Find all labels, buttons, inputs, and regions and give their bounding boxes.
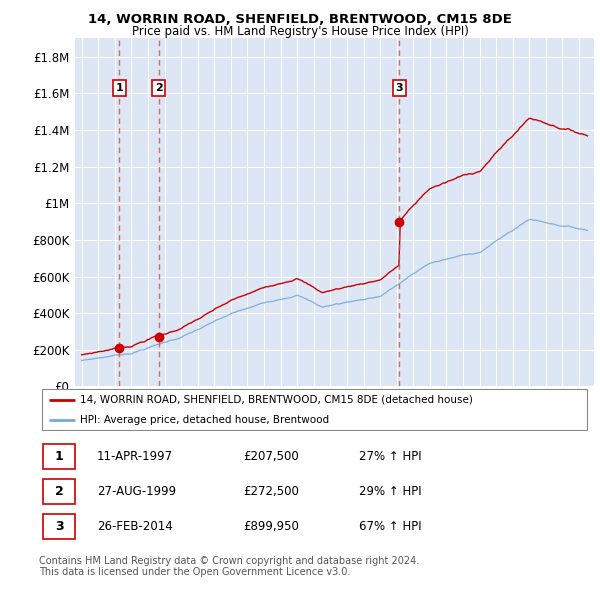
Text: 14, WORRIN ROAD, SHENFIELD, BRENTWOOD, CM15 8DE: 14, WORRIN ROAD, SHENFIELD, BRENTWOOD, C… (88, 13, 512, 26)
Text: HPI: Average price, detached house, Brentwood: HPI: Average price, detached house, Bren… (80, 415, 329, 425)
Text: 3: 3 (55, 520, 64, 533)
Text: 27% ↑ HPI: 27% ↑ HPI (359, 450, 422, 463)
Text: Contains HM Land Registry data © Crown copyright and database right 2024.
This d: Contains HM Land Registry data © Crown c… (39, 556, 419, 578)
Text: 2: 2 (155, 83, 163, 93)
FancyBboxPatch shape (43, 444, 76, 469)
Text: 1: 1 (55, 450, 64, 463)
Text: 14, WORRIN ROAD, SHENFIELD, BRENTWOOD, CM15 8DE (detached house): 14, WORRIN ROAD, SHENFIELD, BRENTWOOD, C… (80, 395, 473, 405)
Text: 3: 3 (395, 83, 403, 93)
Text: 1: 1 (116, 83, 124, 93)
Text: 27-AUG-1999: 27-AUG-1999 (97, 484, 176, 498)
Text: £207,500: £207,500 (243, 450, 299, 463)
Text: 2: 2 (55, 484, 64, 498)
FancyBboxPatch shape (42, 389, 587, 430)
Text: 11-APR-1997: 11-APR-1997 (97, 450, 173, 463)
Text: £272,500: £272,500 (243, 484, 299, 498)
FancyBboxPatch shape (43, 514, 76, 539)
Text: 26-FEB-2014: 26-FEB-2014 (97, 520, 173, 533)
Text: Price paid vs. HM Land Registry's House Price Index (HPI): Price paid vs. HM Land Registry's House … (131, 25, 469, 38)
FancyBboxPatch shape (43, 479, 76, 504)
Text: £899,950: £899,950 (243, 520, 299, 533)
Text: 29% ↑ HPI: 29% ↑ HPI (359, 484, 422, 498)
Text: 67% ↑ HPI: 67% ↑ HPI (359, 520, 422, 533)
